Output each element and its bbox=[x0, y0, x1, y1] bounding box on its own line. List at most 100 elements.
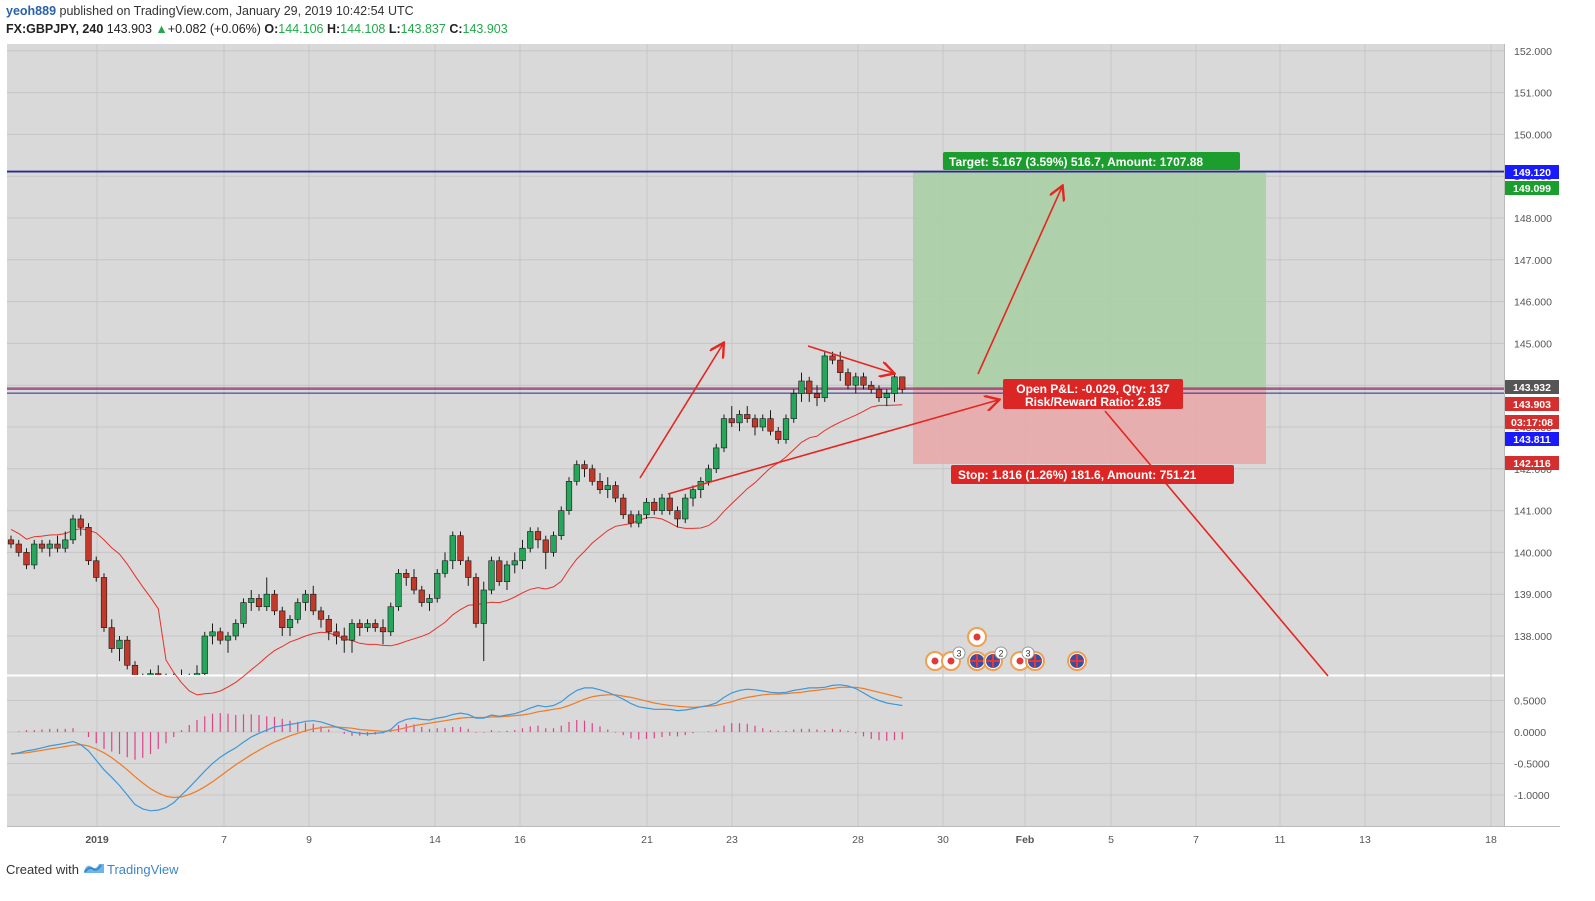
candle-down bbox=[612, 485, 619, 499]
publish-info: yeoh889 published on TradingView.com, Ja… bbox=[6, 4, 414, 18]
uk-flag-cross-icon bbox=[970, 654, 984, 668]
candle-up bbox=[387, 606, 394, 633]
pnl-label: Open P&L: -0.029, Qty: 137 bbox=[1016, 382, 1170, 396]
candle-down bbox=[868, 384, 875, 390]
candle-up bbox=[201, 635, 208, 674]
macd-line bbox=[10, 684, 903, 812]
candle-down bbox=[255, 598, 263, 608]
candle-up bbox=[798, 380, 805, 394]
candle-down bbox=[860, 376, 867, 386]
candle-up bbox=[682, 497, 689, 520]
event-count-text: 3 bbox=[956, 649, 961, 659]
time-axis-label: 9 bbox=[306, 834, 312, 846]
uk-flag-cross-icon bbox=[986, 654, 1000, 668]
japan-flag-icon bbox=[973, 633, 981, 641]
candle-down bbox=[403, 572, 410, 578]
candle-up bbox=[519, 547, 526, 562]
time-axis-label: Feb bbox=[1016, 834, 1035, 846]
candle-up bbox=[713, 447, 720, 470]
trend-arrow-drawing bbox=[667, 400, 998, 495]
macd-axis-label: -0.5000 bbox=[1514, 759, 1550, 771]
candle-up bbox=[689, 489, 697, 499]
open-value: 144.106 bbox=[278, 22, 324, 36]
stop-label: Stop: 1.816 (1.26%) 181.6, Amount: 751.2… bbox=[958, 468, 1197, 482]
candle-down bbox=[751, 418, 759, 428]
candle-down bbox=[108, 627, 115, 649]
time-axis-label: 7 bbox=[1193, 834, 1199, 846]
candle-down bbox=[837, 359, 844, 373]
candle-up bbox=[643, 501, 650, 516]
candle-down bbox=[534, 531, 542, 541]
down-arrow-drawing bbox=[807, 345, 893, 373]
footer: Created with TradingView bbox=[6, 861, 179, 878]
candle-up bbox=[573, 464, 580, 482]
event-count-badge bbox=[952, 646, 966, 660]
candle-down bbox=[317, 610, 325, 620]
candle-up bbox=[302, 593, 309, 603]
candle-up bbox=[69, 518, 77, 541]
tradingview-brand[interactable]: TradingView bbox=[106, 862, 179, 877]
publish-text: published on TradingView.com, January 29… bbox=[56, 4, 414, 18]
candle-down bbox=[542, 539, 549, 553]
candle-up bbox=[294, 602, 301, 620]
symbol-name[interactable]: FX:GBPJPY, 240 bbox=[6, 22, 104, 36]
candle-down bbox=[899, 376, 906, 390]
candle-down bbox=[372, 623, 379, 628]
candle-up bbox=[224, 635, 232, 641]
price-tag: 03:17:08 bbox=[1511, 417, 1553, 429]
projection-line-drawing bbox=[1104, 410, 1329, 677]
price-tag-box bbox=[1505, 181, 1559, 195]
japan-flag-icon bbox=[947, 657, 955, 665]
candle-up bbox=[558, 510, 565, 536]
japan-flag-icon bbox=[1016, 657, 1024, 665]
event-count-badge bbox=[994, 646, 1008, 660]
up-arrow-icon: ▲ bbox=[155, 22, 168, 36]
time-axis-label: 14 bbox=[429, 834, 441, 846]
japan-flag-icon bbox=[931, 657, 939, 665]
price-axis-label: 151.000 bbox=[1514, 88, 1552, 100]
candle-down bbox=[279, 610, 286, 628]
candle-up bbox=[46, 543, 53, 549]
candle-down bbox=[806, 380, 813, 394]
price-axis-label: 146.000 bbox=[1514, 297, 1552, 309]
target-label: Target: 5.167 (3.59%) 516.7, Amount: 170… bbox=[949, 155, 1203, 169]
candle-up bbox=[232, 623, 239, 637]
candle-down bbox=[418, 589, 425, 603]
author-link[interactable]: yeoh889 bbox=[6, 4, 57, 18]
candle-down bbox=[674, 510, 681, 520]
price-tag: 143.932 bbox=[1513, 382, 1551, 394]
macd-pane-background bbox=[7, 676, 1504, 826]
price-tag: 143.811 bbox=[1513, 434, 1551, 446]
candle-up bbox=[480, 589, 487, 624]
candle-up bbox=[635, 514, 642, 524]
candle-up bbox=[565, 481, 573, 511]
candle-down bbox=[728, 418, 735, 424]
time-axis-label: 23 bbox=[726, 834, 738, 846]
time-axis-label: 28 bbox=[852, 834, 864, 846]
candle-down bbox=[666, 497, 673, 511]
candle-up bbox=[821, 355, 828, 399]
price-chart[interactable]: Target: 5.167 (3.59%) 516.7, Amount: 170… bbox=[0, 0, 1595, 850]
event-count-badge bbox=[1021, 646, 1035, 660]
price-tag: 142.116 bbox=[1513, 458, 1551, 470]
candle-down bbox=[7, 539, 15, 545]
price-tag-box bbox=[1505, 415, 1559, 429]
candle-up bbox=[658, 497, 666, 511]
candle-up bbox=[348, 623, 356, 641]
candle-down bbox=[356, 623, 363, 628]
low-value: 143.837 bbox=[400, 22, 446, 36]
target-zone bbox=[913, 172, 1266, 389]
candle-down bbox=[844, 372, 852, 386]
candle-down bbox=[54, 543, 61, 549]
high-label: H: bbox=[326, 22, 341, 36]
candle-up bbox=[852, 376, 859, 386]
price-axis-label: 150.000 bbox=[1514, 129, 1552, 141]
candles-group bbox=[7, 351, 906, 675]
candle-down bbox=[767, 418, 774, 432]
price-tag: 149.120 bbox=[1513, 167, 1551, 179]
candle-down bbox=[589, 468, 596, 482]
candle-up bbox=[550, 535, 557, 553]
candle-up bbox=[147, 673, 154, 675]
candle-down bbox=[15, 543, 22, 553]
candle-up bbox=[720, 418, 728, 449]
